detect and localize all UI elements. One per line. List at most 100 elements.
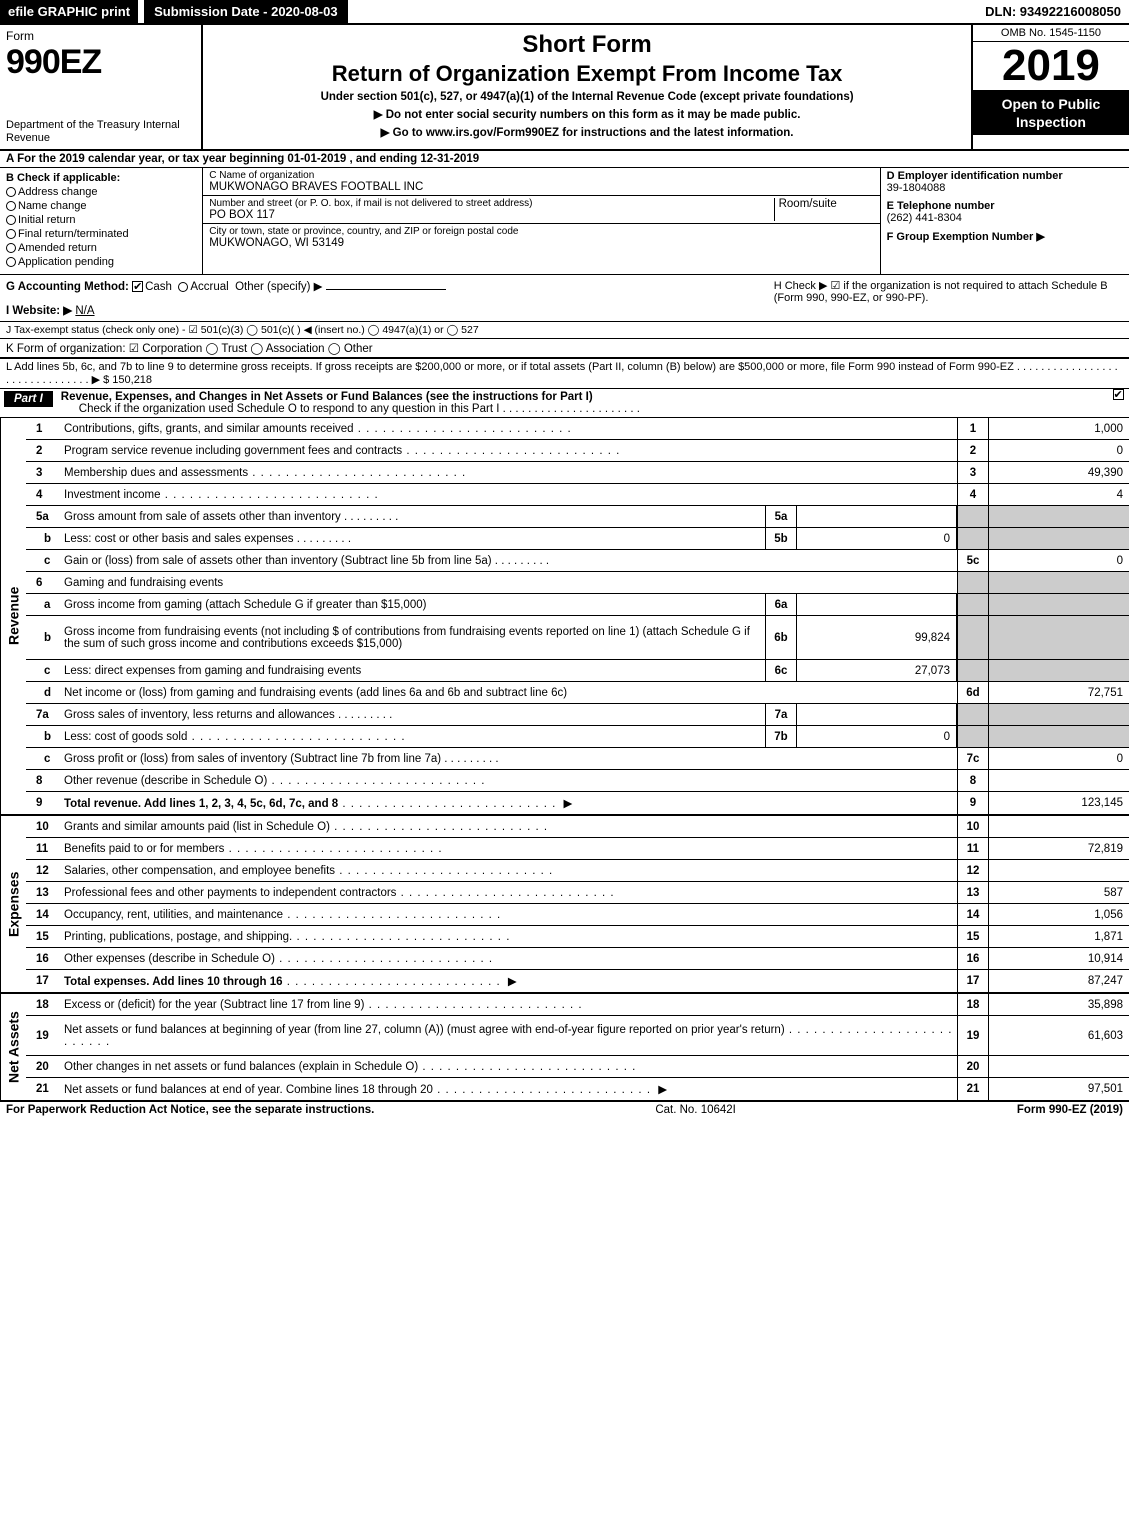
line-7b: bLess: cost of goods sold7b0 [26,726,1129,748]
goto-link[interactable]: ▶ Go to www.irs.gov/Form990EZ for instru… [213,125,961,139]
open-public-badge: Open to Public Inspection [973,91,1129,135]
check-final-return[interactable]: Final return/terminated [6,228,196,240]
line-20: 20Other changes in net assets or fund ba… [26,1056,1129,1078]
net-assets-section: Net Assets 18Excess or (deficit) for the… [0,994,1129,1102]
line-14: 14Occupancy, rent, utilities, and mainte… [26,904,1129,926]
short-form-title: Short Form [213,31,961,59]
block-bcdef: B Check if applicable: Address change Na… [0,168,1129,275]
ein-value: 39-1804088 [887,182,1123,194]
check-cash[interactable] [132,281,143,292]
line-7c-value: 0 [989,748,1129,769]
footer-catno: Cat. No. 10642I [655,1104,736,1116]
org-name-label: C Name of organization [209,170,873,181]
line-6b-value: 99,824 [797,616,957,659]
return-title: Return of Organization Exempt From Incom… [213,61,961,87]
line-12-value [989,860,1129,881]
line-6: 6Gaming and fundraising events [26,572,1129,594]
footer-formref: Form 990-EZ (2019) [1017,1104,1123,1116]
line-20-value [989,1056,1129,1077]
gross-receipts-amount: 150,218 [112,374,152,386]
street-label: Number and street (or P. O. box, if mail… [209,198,773,209]
line-5b-value: 0 [797,528,957,549]
check-address-change[interactable]: Address change [6,186,196,198]
line-11: 11Benefits paid to or for members1172,81… [26,838,1129,860]
line-14-value: 1,056 [989,904,1129,925]
ein-label: D Employer identification number [887,170,1123,182]
form-number: 990EZ [6,43,195,82]
row-k-form-org: K Form of organization: ☑ Corporation ◯ … [0,339,1129,359]
line-4-value: 4 [989,484,1129,505]
expenses-section: Expenses 10Grants and similar amounts pa… [0,816,1129,994]
tel-value: (262) 441-8304 [887,212,1123,224]
line-2-value: 0 [989,440,1129,461]
line-17: 17Total expenses. Add lines 10 through 1… [26,970,1129,992]
line-12: 12Salaries, other compensation, and empl… [26,860,1129,882]
website-label: I Website: ▶ [6,305,72,317]
form-header: Form 990EZ Department of the Treasury In… [0,25,1129,151]
line-16-value: 10,914 [989,948,1129,969]
line-9: 9Total revenue. Add lines 1, 2, 3, 4, 5c… [26,792,1129,814]
accounting-method: G Accounting Method: Cash Accrual Other … [0,275,768,321]
check-application-pending[interactable]: Application pending [6,256,196,268]
line-8: 8Other revenue (describe in Schedule O)8 [26,770,1129,792]
check-accrual[interactable] [178,282,188,292]
line-18: 18Excess or (deficit) for the year (Subt… [26,994,1129,1016]
line-21: 21Net assets or fund balances at end of … [26,1078,1129,1100]
check-name-change[interactable]: Name change [6,200,196,212]
line-6c-value: 27,073 [797,660,957,681]
line-6a-value [797,594,957,615]
row-j-tax-exempt: J Tax-exempt status (check only one) - ☑… [0,322,1129,339]
line-13-value: 587 [989,882,1129,903]
line-6a: aGross income from gaming (attach Schedu… [26,594,1129,616]
col-d-ids: D Employer identification number 39-1804… [881,168,1129,274]
line-15-value: 1,871 [989,926,1129,947]
website-value: N/A [75,305,94,317]
top-bar-left: efile GRAPHIC print Submission Date - 20… [0,0,348,23]
line-7a-value [797,704,957,725]
line-3: 3Membership dues and assessments349,390 [26,462,1129,484]
line-10: 10Grants and similar amounts paid (list … [26,816,1129,838]
check-amended-return[interactable]: Amended return [6,242,196,254]
expenses-side-label: Expenses [0,816,26,992]
page-footer: For Paperwork Reduction Act Notice, see … [0,1102,1129,1118]
subtitle: Under section 501(c), 527, or 4947(a)(1)… [213,91,961,103]
line-15: 15Printing, publications, postage, and s… [26,926,1129,948]
part1-checkbox[interactable] [1109,389,1129,401]
part1-sub: Check if the organization used Schedule … [61,403,1105,415]
form-word: Form [6,29,195,43]
line-17-value: 87,247 [989,970,1129,992]
line-6d-value: 72,751 [989,682,1129,703]
part1-badge: Part I [4,391,53,407]
line-21-value: 97,501 [989,1078,1129,1100]
efile-print-button[interactable]: efile GRAPHIC print [0,0,138,23]
row-a-tax-year: A For the 2019 calendar year, or tax yea… [0,151,1129,168]
col-b-checkboxes: B Check if applicable: Address change Na… [0,168,203,274]
net-assets-side-label: Net Assets [0,994,26,1100]
line-5b: bLess: cost or other basis and sales exp… [26,528,1129,550]
revenue-side-label: Revenue [0,418,26,814]
line-5c: cGain or (loss) from sale of assets othe… [26,550,1129,572]
top-bar: efile GRAPHIC print Submission Date - 20… [0,0,1129,25]
line-19-value: 61,603 [989,1016,1129,1055]
part1-title: Revenue, Expenses, and Changes in Net As… [57,389,1109,417]
department-label: Department of the Treasury Internal Reve… [6,119,195,145]
line-1: 1Contributions, gifts, grants, and simil… [26,418,1129,440]
revenue-section: Revenue 1Contributions, gifts, grants, a… [0,418,1129,816]
other-specify-input[interactable] [326,289,446,290]
line-5c-value: 0 [989,550,1129,571]
dln-label: DLN: 93492216008050 [977,0,1129,23]
col-b-header: B Check if applicable: [6,172,196,184]
col-c-org-info: C Name of organization MUKWONAGO BRAVES … [203,168,880,274]
line-6c: cLess: direct expenses from gaming and f… [26,660,1129,682]
accounting-other: Other (specify) ▶ [235,281,322,293]
accounting-label: G Accounting Method: [6,281,129,293]
group-exemption-label: F Group Exemption Number ▶ [887,230,1123,243]
footer-notice: For Paperwork Reduction Act Notice, see … [6,1104,374,1116]
line-4: 4Investment income44 [26,484,1129,506]
city-label: City or town, state or province, country… [209,226,873,237]
line-6b: bGross income from fundraising events (n… [26,616,1129,660]
check-initial-return[interactable]: Initial return [6,214,196,226]
street-value: PO BOX 117 [209,209,773,221]
no-ssn-note: ▶ Do not enter social security numbers o… [213,107,961,121]
city-value: MUKWONAGO, WI 53149 [209,237,873,249]
